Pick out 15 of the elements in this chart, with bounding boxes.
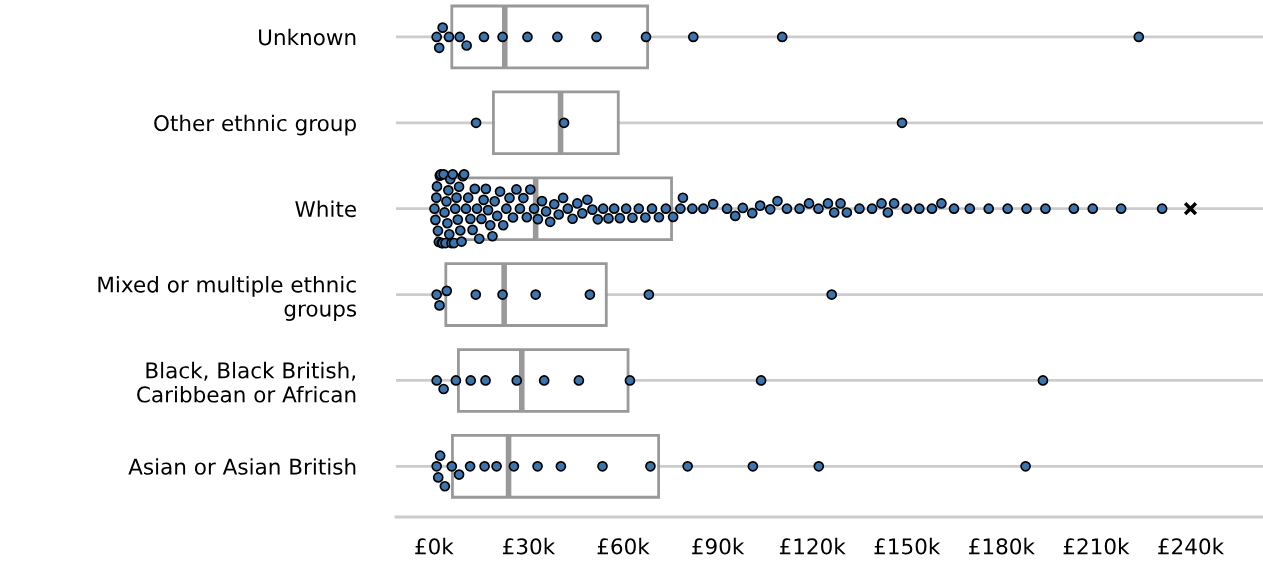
y-tick-label: Other ethnic group (154, 114, 356, 136)
y-tick-label: White (295, 200, 356, 218)
x-tick-label: £180k (969, 537, 1035, 555)
x-tick-label: £0k (415, 537, 454, 555)
y-tick-label: Black, Black British, Caribbean or African (137, 361, 356, 403)
x-tick-label: £150k (874, 537, 941, 555)
y-tick-label: Unknown (259, 28, 356, 46)
x-tick-label: £30k (502, 537, 556, 555)
x-tick-label: £60k (597, 537, 650, 555)
x-tick-label: £210k (1063, 537, 1130, 555)
x-tick-label: £240k (1158, 537, 1225, 555)
x-tick-label: £90k (692, 537, 745, 555)
x-tick-label: £120k (779, 537, 846, 555)
y-tick-label: Asian or Asian British (128, 458, 356, 475)
y-tick-label: Mixed or multiple ethnic groups (98, 275, 357, 321)
